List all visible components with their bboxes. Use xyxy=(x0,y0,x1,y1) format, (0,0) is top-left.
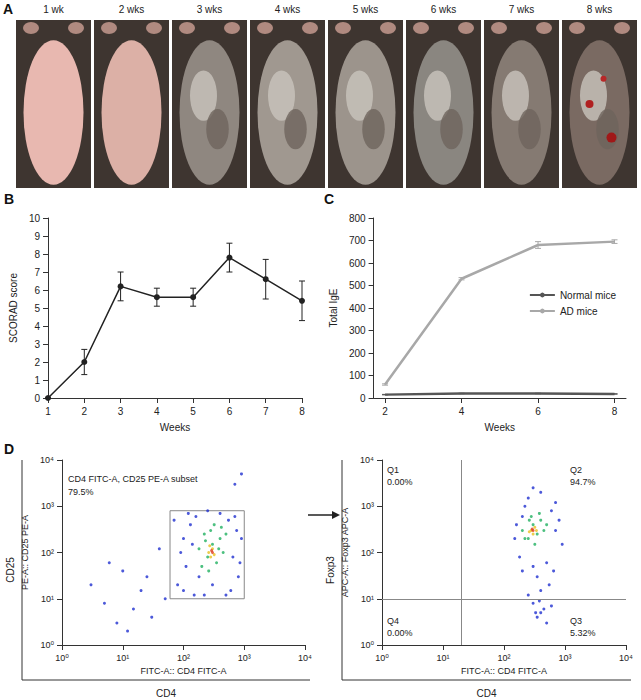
svg-text:Q1: Q1 xyxy=(387,465,399,475)
svg-text:C: C xyxy=(324,191,334,207)
svg-text:4: 4 xyxy=(459,406,465,417)
svg-text:10⁴: 10⁴ xyxy=(619,653,633,663)
svg-text:10¹: 10¹ xyxy=(361,594,374,604)
svg-text:Q2: Q2 xyxy=(570,465,582,475)
svg-text:700: 700 xyxy=(349,235,366,246)
svg-text:5.32%: 5.32% xyxy=(570,628,596,638)
svg-text:CD4: CD4 xyxy=(476,688,496,699)
svg-text:200: 200 xyxy=(349,348,366,359)
svg-text:10²: 10² xyxy=(361,548,374,558)
svg-text:600: 600 xyxy=(349,258,366,269)
svg-text:Normal mice: Normal mice xyxy=(560,290,617,301)
svg-text:500: 500 xyxy=(349,280,366,291)
svg-text:10⁰: 10⁰ xyxy=(40,640,54,650)
svg-text:6: 6 xyxy=(535,406,541,417)
svg-text:10⁰: 10⁰ xyxy=(375,653,389,663)
svg-text:3 wks: 3 wks xyxy=(197,4,223,15)
svg-text:100: 100 xyxy=(349,370,366,381)
svg-text:10⁴: 10⁴ xyxy=(40,455,54,465)
svg-text:Weeks: Weeks xyxy=(160,422,190,433)
svg-text:0.00%: 0.00% xyxy=(387,477,413,487)
svg-text:94.7%: 94.7% xyxy=(570,477,596,487)
svg-text:9: 9 xyxy=(34,231,40,242)
svg-text:1: 1 xyxy=(34,375,40,386)
svg-text:79.5%: 79.5% xyxy=(68,487,94,497)
svg-text:5: 5 xyxy=(190,406,196,417)
svg-text:2: 2 xyxy=(34,357,40,368)
svg-text:10⁰: 10⁰ xyxy=(360,640,374,650)
svg-text:FITC-A:: CD4 FITC-A: FITC-A:: CD4 FITC-A xyxy=(141,666,227,676)
svg-text:2 wks: 2 wks xyxy=(119,4,145,15)
svg-text:5: 5 xyxy=(34,303,40,314)
svg-text:400: 400 xyxy=(349,303,366,314)
svg-text:10⁴: 10⁴ xyxy=(360,455,374,465)
svg-text:5 wks: 5 wks xyxy=(353,4,379,15)
svg-text:10²: 10² xyxy=(497,653,510,663)
svg-text:6 wks: 6 wks xyxy=(431,4,457,15)
svg-text:8: 8 xyxy=(299,406,305,417)
svg-text:2: 2 xyxy=(382,406,388,417)
svg-text:AD mice: AD mice xyxy=(560,306,598,317)
svg-text:7: 7 xyxy=(34,267,40,278)
svg-text:10¹: 10¹ xyxy=(116,653,129,663)
svg-text:10³: 10³ xyxy=(361,501,374,511)
svg-text:10¹: 10¹ xyxy=(436,653,449,663)
svg-text:PE-A:: CD25 PE-A: PE-A:: CD25 PE-A xyxy=(20,515,30,590)
svg-text:10¹: 10¹ xyxy=(41,594,54,604)
svg-text:10²: 10² xyxy=(177,653,190,663)
svg-text:8 wks: 8 wks xyxy=(587,4,613,15)
svg-text:10³: 10³ xyxy=(558,653,571,663)
svg-text:8: 8 xyxy=(612,406,618,417)
svg-text:CD4 FITC-A, CD25 PE-A subset: CD4 FITC-A, CD25 PE-A subset xyxy=(68,474,198,484)
svg-text:3: 3 xyxy=(34,339,40,350)
svg-text:CD4: CD4 xyxy=(156,688,176,699)
svg-text:APC-A:: Foxp3 APC-A: APC-A:: Foxp3 APC-A xyxy=(340,508,350,598)
svg-text:Q3: Q3 xyxy=(570,616,582,626)
svg-text:4: 4 xyxy=(34,321,40,332)
svg-text:4: 4 xyxy=(154,406,160,417)
svg-text:0: 0 xyxy=(360,393,366,404)
svg-text:10²: 10² xyxy=(41,548,54,558)
svg-text:4 wks: 4 wks xyxy=(275,4,301,15)
svg-text:0.00%: 0.00% xyxy=(387,628,413,638)
svg-text:6: 6 xyxy=(34,285,40,296)
svg-text:CD25: CD25 xyxy=(5,557,16,583)
svg-text:10⁰: 10⁰ xyxy=(55,653,69,663)
svg-text:7: 7 xyxy=(263,406,269,417)
svg-text:10³: 10³ xyxy=(41,501,54,511)
svg-text:10³: 10³ xyxy=(238,653,251,663)
svg-text:SCORAD score: SCORAD score xyxy=(8,273,19,343)
svg-text:10⁴: 10⁴ xyxy=(298,653,312,663)
svg-text:Weeks: Weeks xyxy=(485,422,515,433)
svg-text:3: 3 xyxy=(118,406,124,417)
svg-text:2: 2 xyxy=(82,406,88,417)
svg-text:1 wk: 1 wk xyxy=(43,4,65,15)
svg-text:0: 0 xyxy=(34,393,40,404)
svg-text:800: 800 xyxy=(349,213,366,224)
svg-text:B: B xyxy=(4,191,14,207)
svg-text:D: D xyxy=(4,441,14,457)
svg-text:8: 8 xyxy=(34,249,40,260)
svg-text:7 wks: 7 wks xyxy=(509,4,535,15)
svg-text:10: 10 xyxy=(29,213,41,224)
svg-text:300: 300 xyxy=(349,325,366,336)
svg-text:FITC-A:: CD4 FITC-A: FITC-A:: CD4 FITC-A xyxy=(461,666,547,676)
svg-text:6: 6 xyxy=(227,406,233,417)
svg-text:Total IgE: Total IgE xyxy=(328,288,339,327)
svg-text:Q4: Q4 xyxy=(387,616,399,626)
svg-text:1: 1 xyxy=(45,406,51,417)
svg-text:Foxp3: Foxp3 xyxy=(325,556,336,584)
svg-text:A: A xyxy=(3,1,13,17)
